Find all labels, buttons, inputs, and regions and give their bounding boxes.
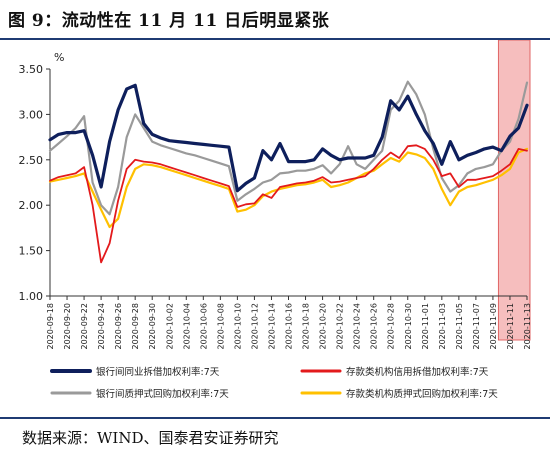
legend: 银行间同业拆借加权利率:7天 存款类机构信用拆借加权利率:7天银行间质押式回购加权… (50, 366, 498, 400)
series-line-0 (48, 83, 529, 193)
x-tick-label: 2020-11-07 (472, 303, 481, 350)
x-tick-label: 2020-10-06 (199, 303, 208, 350)
highlight-border (497, 40, 531, 341)
legend-label-2: 银行间质押式回购加权利率:7天 (96, 388, 229, 400)
y-tick-label: 1.50 (19, 245, 44, 258)
y-tick-label: 2.00 (19, 199, 44, 212)
x-tick-label: 2020-09-24 (97, 303, 106, 350)
legend-label-1: 存款类机构信用拆借加权利率:7天 (346, 366, 489, 378)
series-line-1 (49, 144, 528, 264)
x-tick-label: 2020-11-05 (455, 303, 464, 350)
legend-label-3: 存款类机构质押式回购加权利率:7天 (346, 388, 498, 400)
x-tick-label: 2020-11-03 (438, 303, 447, 350)
y-tick-label: 3.50 (19, 63, 44, 76)
x-tick-label: 2020-10-24 (353, 303, 362, 350)
x-tick-label: 2020-09-22 (80, 303, 89, 350)
x-tick-label: 2020-10-04 (182, 303, 191, 350)
y-tick-label: 3.00 (19, 108, 44, 121)
series-line-2 (48, 80, 529, 216)
x-tick-label: 2020-09-20 (63, 303, 72, 350)
highlight-band (498, 40, 530, 340)
x-tick-label: 2020-10-08 (216, 303, 225, 350)
x-tick-label: 2020-10-22 (336, 303, 345, 350)
x-tick-label: 2020-09-28 (131, 303, 140, 350)
x-tick-label: 2020-10-16 (285, 303, 294, 350)
x-tick-label: 2020-10-02 (165, 303, 174, 350)
x-tick-label: 2020-11-13 (523, 303, 532, 350)
line-chart: % 1.00 1.50 2.00 2.50 3.00 3.50 2020-09-18 2020-… (19, 40, 533, 400)
legend-label-0: 银行间同业拆借加权利率:7天 (96, 366, 220, 378)
axes: % 1.00 1.50 2.00 2.50 3.00 3.50 2020-09-18 2020-… (19, 51, 533, 350)
figure-title: 图 9：流动性在 11 月 11 日后明显紧张 (8, 11, 330, 31)
x-tick-label: 2020-10-12 (250, 303, 259, 350)
x-tick-label: 2020-09-26 (114, 303, 123, 350)
x-tick-label: 2020-10-28 (387, 303, 396, 350)
x-tick-label: 2020-09-18 (46, 303, 55, 350)
series-lines (48, 80, 529, 264)
y-axis-unit: % (54, 51, 64, 64)
y-tick-label: 2.50 (19, 154, 44, 167)
source-bar: 数据来源：WIND、国泰君安证券研究 (0, 417, 550, 452)
x-tick-label: 2020-11-09 (489, 303, 498, 350)
data-source: 数据来源：WIND、国泰君安证券研究 (22, 429, 279, 447)
y-tick-label: 1.00 (19, 290, 44, 303)
x-tick-label: 2020-11-01 (421, 303, 430, 350)
x-tick-label: 2020-11-11 (506, 303, 515, 350)
series-line-3 (48, 147, 529, 229)
x-tick-label: 2020-10-14 (267, 303, 276, 350)
x-tick-label: 2020-10-30 (404, 303, 413, 350)
title-bar: 图 9：流动性在 11 月 11 日后明显紧张 (0, 0, 550, 40)
x-tick-label: 2020-10-26 (370, 303, 379, 350)
x-tick-label: 2020-10-10 (233, 303, 242, 350)
x-tick-label: 2020-10-18 (302, 303, 311, 350)
highlight-region (497, 40, 531, 341)
x-tick-label: 2020-10-20 (319, 303, 328, 350)
x-tick-label: 2020-09-30 (148, 303, 157, 350)
